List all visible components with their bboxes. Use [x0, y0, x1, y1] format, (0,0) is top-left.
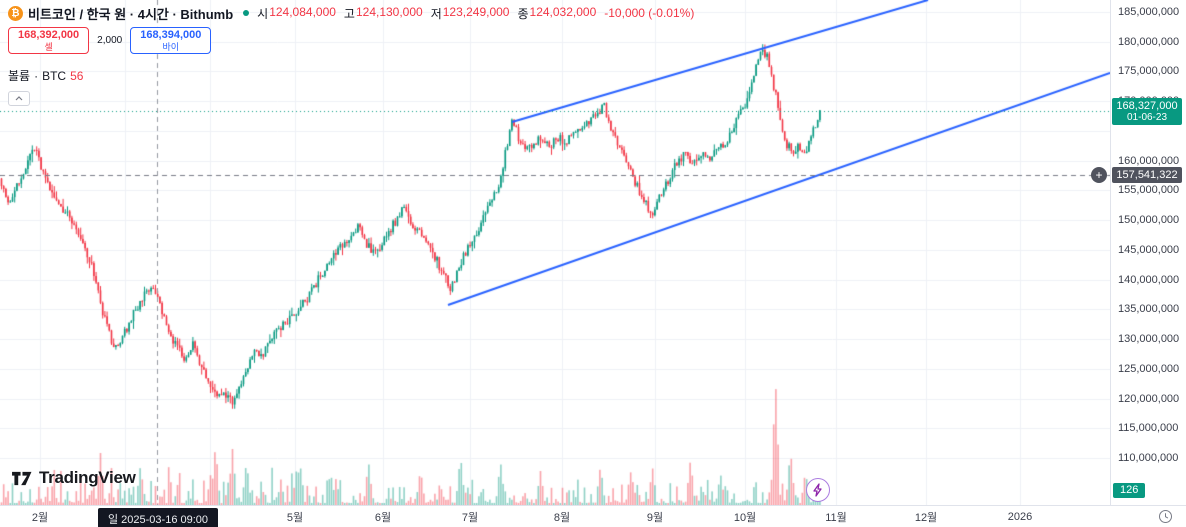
symbol-title[interactable]: 비트코인 / 한국 원 · 4시간 · Bithumb: [28, 6, 234, 22]
trade-buttons-row: 168,392,000 셀 2,000 168,394,000 바이: [8, 27, 694, 54]
time-tick-label: 5월: [286, 511, 304, 524]
price-tick-label: 155,000,000: [1118, 184, 1180, 197]
add-alert-plus-icon[interactable]: +: [1091, 167, 1107, 184]
lightning-icon: [812, 483, 824, 497]
time-tick-label: 7월: [461, 511, 479, 524]
tradingview-logo-icon: [10, 469, 34, 487]
last-price-badge[interactable]: 168,327,000 01-06-23: [1112, 98, 1182, 126]
time-axis[interactable]: 일 2025-03-16 09:00 2월 5월 6월 7월 8월 9월 10월 11월 12월…: [0, 505, 1186, 527]
buy-label: 바이: [162, 42, 180, 52]
symbol-row: ₿ 비트코인 / 한국 원 · 4시간 · Bithumb 시 124,084,0…: [8, 4, 694, 22]
collapse-legend-button[interactable]: [8, 91, 30, 106]
close-label: 종: [517, 6, 529, 21]
price-tick-label: 145,000,000: [1118, 243, 1180, 256]
sell-price: 168,392,000: [18, 29, 80, 41]
lightning-button[interactable]: [806, 478, 830, 502]
price-tick-label: 120,000,000: [1118, 392, 1180, 405]
buy-button[interactable]: 168,394,000 바이: [130, 27, 212, 54]
high-value: 124,130,000: [355, 4, 423, 19]
tradingview-logo-text: TradingView: [39, 468, 136, 487]
buy-price: 168,394,000: [140, 29, 202, 41]
spread-value: 2,000: [97, 35, 123, 46]
ohlc-readout: 시 124,084,000 고 124,130,000 저 123,249,000 종…: [257, 5, 694, 22]
price-tick-label: 150,000,000: [1118, 214, 1180, 227]
bar-countdown: 01-06-23: [1126, 112, 1168, 124]
bitcoin-icon: ₿: [8, 5, 23, 21]
crosshair-date-tooltip: 일 2025-03-16 09:00: [98, 508, 219, 527]
tradingview-logo[interactable]: TradingView: [10, 468, 136, 488]
price-tick-label: 110,000,000: [1118, 452, 1179, 464]
change-value: -10,000 (-0.01%): [604, 6, 695, 20]
high-label: 고: [343, 6, 355, 21]
volume-legend[interactable]: 볼륨 · BTC 56: [8, 67, 694, 84]
timezone-clock-icon[interactable]: [1158, 509, 1173, 524]
time-tick-label: 10월: [733, 511, 757, 524]
last-price-value: 168,327,000: [1116, 100, 1178, 113]
close-value: 124,032,000: [529, 4, 597, 19]
time-tick-label: 11월: [825, 511, 847, 524]
volume-separator: ·: [34, 68, 39, 83]
price-tick-label: 180,000,000: [1118, 35, 1180, 48]
market-status-dot[interactable]: [243, 10, 250, 16]
sell-button[interactable]: 168,392,000 셀: [8, 27, 90, 54]
chevron-up-icon: [15, 96, 23, 101]
volume-source: BTC: [42, 68, 67, 83]
low-value: 123,249,000: [442, 4, 510, 19]
price-tick-label: 140,000,000: [1118, 273, 1180, 286]
candlestick-chart[interactable]: [0, 0, 1110, 505]
time-tick-label: 2월: [31, 511, 49, 524]
price-tick-label: 160,000,000: [1118, 154, 1180, 167]
sell-label: 셀: [44, 42, 53, 52]
price-tick-label: 115,000,000: [1118, 422, 1179, 435]
time-tick-label: 8월: [553, 511, 571, 524]
chart-legend: ₿ 비트코인 / 한국 원 · 4시간 · Bithumb 시 124,084,0…: [8, 4, 694, 106]
low-label: 저: [430, 6, 442, 21]
time-tick-label: 6월: [374, 511, 392, 524]
time-tick-label: 9월: [646, 511, 664, 524]
open-label: 시: [257, 6, 269, 21]
price-tick-label: 125,000,000: [1118, 362, 1180, 375]
price-axis[interactable]: 168,327,000 01-06-23 157,541,322 126 185…: [1110, 0, 1186, 505]
open-value: 124,084,000: [269, 4, 336, 19]
volume-value-badge: 126: [1113, 483, 1146, 498]
volume-value: 56: [70, 68, 84, 83]
price-tick-label: 135,000,000: [1118, 303, 1180, 316]
time-tick-label: 2026: [1007, 510, 1033, 523]
volume-label: 볼륨: [8, 69, 31, 83]
price-tick-label: 175,000,000: [1118, 65, 1180, 78]
price-tick-label: 130,000,000: [1118, 333, 1180, 346]
price-tick-label: 185,000,000: [1118, 6, 1180, 18]
price-level-badge[interactable]: 157,541,322: [1112, 167, 1182, 184]
time-tick-label: 12월: [914, 511, 938, 524]
